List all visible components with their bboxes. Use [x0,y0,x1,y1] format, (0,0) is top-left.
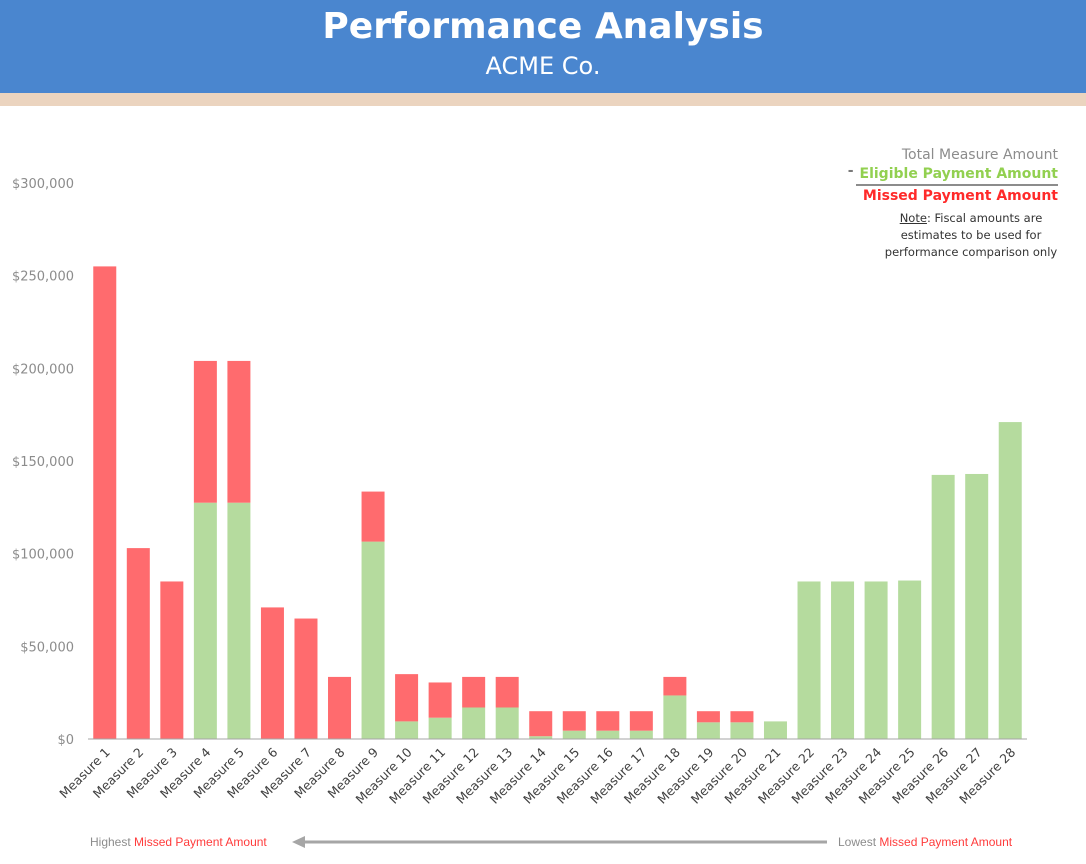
bar-eligible [663,695,687,739]
bar-eligible [696,722,720,739]
y-tick-label: $300,000 [12,177,74,192]
bar-eligible [730,722,754,739]
note-text-2: estimates to be used for [900,228,1042,242]
bar-eligible [629,730,653,739]
bar-eligible [193,502,217,739]
legend-eligible: - Eligible Payment Amount [847,163,1058,184]
footer-highest: Highest Missed Payment Amount [90,835,267,849]
bar-missed [126,548,150,739]
bar-eligible [361,541,385,739]
legend: Total Measure Amount - Eligible Payment A… [848,147,1058,261]
y-tick-label: $150,000 [12,455,74,470]
bar-eligible [965,473,989,739]
bar-missed [193,360,217,503]
footer-right-highlight: Missed Payment Amount [879,835,1013,849]
bar-eligible [898,580,922,739]
page-title: Performance Analysis [322,6,764,47]
bar-missed [495,676,519,708]
bar-missed [260,607,284,739]
bar-eligible [831,581,855,739]
bar-eligible [864,581,888,739]
legend-note: Note: Fiscal amounts are estimates to be… [878,210,1064,261]
bar-missed [428,682,452,718]
bar-missed [596,711,620,731]
legend-missed: Missed Payment Amount [862,188,1058,204]
legend-eligible-label: Eligible Payment Amount [859,166,1058,182]
bar-eligible [495,707,519,739]
bar-eligible [931,474,955,739]
header-band [0,93,1086,106]
bar-missed [629,711,653,731]
bar-missed [663,676,687,696]
legend-minus: - [847,163,854,179]
bar-eligible [797,581,821,739]
bar-missed [294,618,318,739]
footer-left-prefix: Highest [90,835,135,849]
bar-missed [696,711,720,723]
bar-missed [529,711,553,737]
note-label: Note [899,211,927,225]
footer-lowest: Lowest Missed Payment Amount [838,835,1012,849]
header-banner: Performance Analysis ACME Co. [0,0,1086,93]
arrow-left-icon [292,836,827,848]
bar-missed [562,711,586,731]
bar-missed [395,674,419,722]
bar-eligible [529,736,553,739]
y-tick-label: $0 [57,733,74,748]
bar-eligible [395,721,419,739]
bar-missed [328,676,352,739]
bar-eligible [596,730,620,739]
bar-eligible [428,717,452,739]
bar-eligible [998,422,1022,739]
company-subtitle: ACME Co. [485,52,601,80]
note-text-1: : Fiscal amounts are [926,211,1043,225]
y-tick-label: $50,000 [20,640,74,655]
bar-missed [227,360,251,503]
legend-total: Total Measure Amount [901,147,1058,163]
bar-missed [462,676,486,708]
bar-missed [93,266,117,739]
legend-rule [856,184,1058,186]
bar-eligible [763,721,787,739]
bar-eligible [562,730,586,739]
footer-left-highlight: Missed Payment Amount [134,835,267,849]
bar-missed [730,711,754,723]
footer-right-prefix: Lowest [838,835,880,849]
bar-eligible [227,502,251,739]
note-text-3: performance comparison only [884,245,1058,259]
y-tick-label: $100,000 [12,548,74,563]
bar-eligible [462,707,486,739]
y-tick-label: $200,000 [12,362,74,377]
bar-missed [361,491,385,542]
y-tick-label: $250,000 [12,270,74,285]
bar-missed [160,581,184,739]
